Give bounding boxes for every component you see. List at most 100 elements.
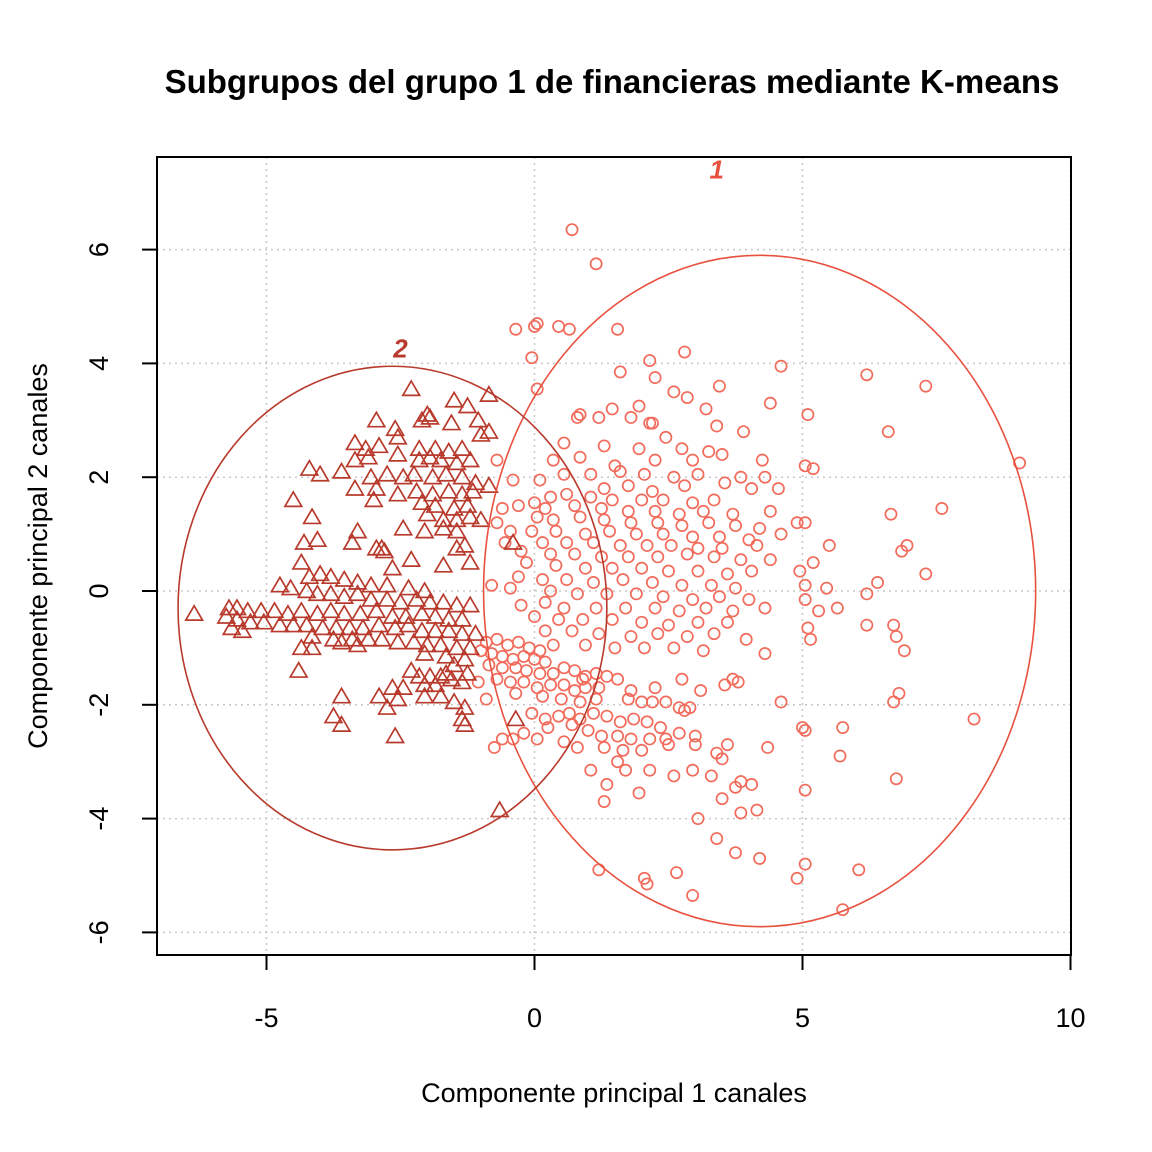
- cluster-1-point: [763, 504, 777, 518]
- cluster-2-point: [452, 467, 473, 485]
- cluster-2-point: [358, 629, 379, 647]
- cluster-2-point: [312, 618, 333, 636]
- cluster-1-point: [616, 743, 630, 757]
- cluster-1-point: [935, 502, 949, 515]
- cluster-1-point: [511, 499, 525, 513]
- cluster-1-point: [881, 425, 895, 439]
- cluster-1-point: [584, 467, 598, 481]
- cluster-1-point: [889, 630, 903, 643]
- cluster-2-point: [420, 666, 440, 684]
- cluster-1-point: [573, 695, 587, 709]
- y-tick-label: 0: [84, 583, 114, 598]
- cluster-2-point: [280, 578, 301, 596]
- cluster-1-point: [554, 692, 568, 706]
- cluster-1-point: [763, 396, 777, 410]
- cluster-2-point: [471, 510, 491, 528]
- cluster-1-point: [629, 527, 643, 541]
- cluster-1-point: [678, 479, 692, 493]
- cluster-2-point: [438, 481, 459, 499]
- cluster-2-point: [404, 464, 424, 482]
- cluster-1-point: [637, 467, 651, 481]
- cluster-1-point: [592, 411, 606, 424]
- cluster-2-point: [296, 581, 317, 599]
- cluster-1-point: [619, 763, 633, 777]
- cluster-2-point: [425, 675, 446, 693]
- cluster-1-point: [694, 684, 708, 698]
- cluster-2-point: [387, 632, 408, 650]
- cluster-1-point: [525, 351, 539, 365]
- cluster-1-point: [490, 516, 504, 530]
- cluster-2-point: [334, 569, 355, 587]
- cluster-2-point: [369, 686, 389, 704]
- x-tick-label: 10: [1055, 1003, 1085, 1033]
- cluster-1-point: [587, 706, 600, 720]
- cluster-1-point: [753, 851, 767, 865]
- cluster-2-point: [253, 612, 274, 630]
- cluster-2-point: [320, 584, 341, 602]
- cluster-2-point: [401, 550, 422, 567]
- cluster-2-point: [393, 518, 414, 536]
- cluster-1-point: [672, 726, 686, 740]
- cluster-1-point: [624, 516, 638, 530]
- cluster-1-point: [691, 812, 705, 826]
- y-tick-label: 6: [84, 242, 114, 257]
- cluster-1-point: [632, 786, 646, 800]
- cluster-2-point: [460, 552, 481, 570]
- cluster-1-point: [605, 561, 619, 575]
- cluster-2-point: [366, 601, 387, 619]
- x-tick-label: 5: [795, 1003, 810, 1033]
- cluster-1-point: [742, 593, 756, 606]
- cluster-2-point: [387, 444, 408, 462]
- cluster-1-point: [613, 715, 627, 729]
- cluster-1-point: [528, 496, 541, 510]
- cluster-1-point: [573, 408, 587, 422]
- cluster-1-point: [490, 672, 504, 686]
- cluster-2-point: [479, 421, 499, 439]
- cluster-2-point: [264, 601, 285, 619]
- cluster-2-point: [441, 413, 462, 431]
- cluster-1-point: [613, 539, 627, 552]
- cluster-1-point: [790, 516, 804, 530]
- cluster-2-point: [310, 564, 330, 582]
- cluster-2-point: [320, 601, 341, 619]
- cluster-2-point: [457, 396, 478, 414]
- cluster-2-point: [366, 410, 387, 428]
- cluster-2-point: [489, 800, 510, 818]
- cluster-1-point: [707, 493, 721, 507]
- cluster-1-point: [611, 729, 625, 743]
- cluster-2-point: [454, 649, 475, 667]
- cluster-1-point: [624, 411, 638, 424]
- cluster-2-point: [347, 521, 368, 539]
- cluster-1-point: [608, 641, 622, 655]
- cluster-1-point: [704, 578, 718, 592]
- cluster-2-point: [299, 458, 320, 476]
- cluster-2-point: [414, 686, 435, 704]
- cluster-2-point: [446, 638, 467, 656]
- cluster-1-point: [560, 536, 574, 550]
- cluster-2-point: [422, 467, 443, 485]
- cluster-1-point: [597, 439, 611, 453]
- cluster-2-point: [291, 552, 312, 570]
- cluster-2-point: [310, 464, 330, 482]
- cluster-2-point: [377, 697, 397, 715]
- cluster-1-point: [530, 510, 544, 524]
- cluster-1-point: [597, 482, 611, 496]
- cluster-2-point: [460, 595, 481, 613]
- cluster-2-point: [358, 447, 379, 465]
- cluster-1-point: [672, 604, 686, 618]
- cluster-2-point: [347, 572, 368, 590]
- cluster-2-point: [438, 621, 459, 639]
- cluster-1-point: [621, 692, 635, 706]
- cluster-1-point: [798, 578, 812, 592]
- cluster-1-point: [514, 598, 528, 612]
- cluster-1-point: [704, 769, 718, 783]
- axes: -5 0 5 10 -6 -4 -2 0 2 4 6: [84, 242, 1086, 1033]
- cluster-1-point: [635, 561, 649, 575]
- cluster-1-point: [530, 382, 544, 396]
- cluster-1-point: [525, 524, 539, 538]
- cluster-2-point: [377, 464, 397, 482]
- cluster-1-point: [702, 445, 716, 459]
- cluster-1-point: [895, 544, 909, 558]
- cluster-2-point: [323, 629, 344, 647]
- cluster-1-point: [536, 536, 549, 550]
